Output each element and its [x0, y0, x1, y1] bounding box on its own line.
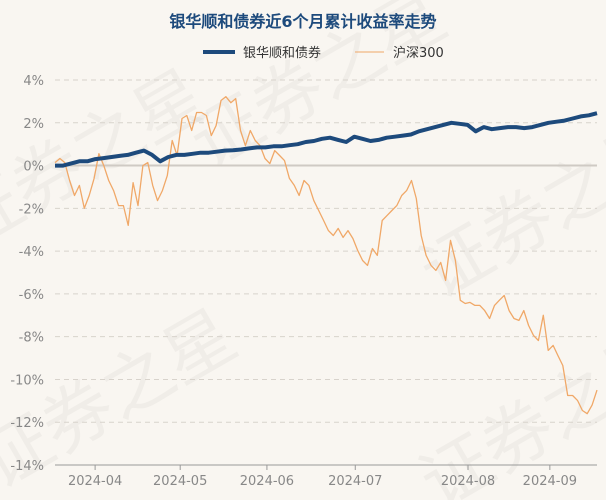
legend: 银华顺和债券 沪深300 — [203, 45, 444, 61]
y-tick-label: -12% — [10, 416, 44, 431]
series-line-fund — [55, 111, 598, 168]
y-tick-label: -4% — [19, 245, 44, 260]
legend-swatch-index — [355, 51, 384, 53]
watermark-text: 证券之星 — [406, 104, 606, 315]
chart-title: 银华顺和债券近6个月累计收益率走势 — [169, 12, 436, 31]
y-tick-label: -6% — [19, 288, 44, 303]
legend-label-index: 沪深300 — [393, 45, 444, 61]
y-tick-label: 4% — [23, 74, 44, 89]
y-tick-label: -8% — [19, 331, 44, 346]
x-tick-label: 2024-08 — [441, 474, 495, 489]
series-line-index — [54, 96, 598, 415]
x-tick-label: 2024-06 — [240, 474, 294, 489]
watermark-text: 证券之星 — [406, 314, 606, 500]
legend-swatch-fund — [203, 50, 235, 54]
legend-label-fund: 银华顺和债券 — [243, 45, 321, 61]
y-tick-label: -10% — [10, 373, 44, 388]
x-tick-label: 2024-05 — [153, 474, 207, 489]
y-tick-label: -2% — [19, 202, 44, 217]
y-tick-label: 0% — [23, 160, 44, 175]
x-tick-label: 2024-07 — [328, 474, 382, 489]
y-tick-label: 2% — [23, 117, 44, 132]
x-tick-label: 2024-09 — [523, 474, 577, 489]
x-tick-label: 2024-04 — [68, 474, 122, 489]
y-tick-label: -14% — [10, 459, 44, 474]
